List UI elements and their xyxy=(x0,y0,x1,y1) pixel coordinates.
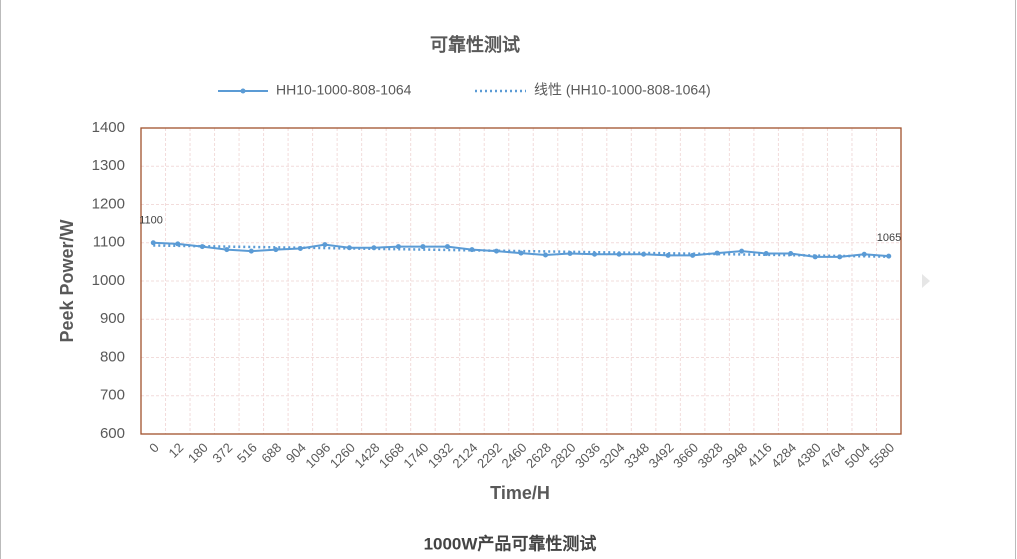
x-tick-label: 3948 xyxy=(719,440,750,471)
x-tick-label: 3828 xyxy=(695,440,726,471)
data-point xyxy=(812,254,818,260)
data-point xyxy=(665,252,671,258)
x-tick-label: 0 xyxy=(146,440,162,456)
data-point xyxy=(420,244,426,250)
data-point xyxy=(690,252,696,258)
chart-title: 可靠性测试 xyxy=(430,34,520,55)
data-point xyxy=(248,248,254,254)
data-point xyxy=(616,251,622,257)
y-tick-label: 1100 xyxy=(93,234,125,251)
y-tick-label: 600 xyxy=(100,425,125,442)
x-tick-label: 5004 xyxy=(842,440,873,471)
data-point xyxy=(592,251,598,257)
y-axis-label: Peek Power/W xyxy=(57,219,77,342)
x-tick-label: 1428 xyxy=(351,440,382,471)
y-tick-label: 1200 xyxy=(92,195,125,212)
data-point xyxy=(641,251,647,257)
legend-entry: HH10-1000-808-1064 xyxy=(276,82,412,98)
y-tick-label: 900 xyxy=(100,310,125,327)
x-tick-label: 688 xyxy=(258,440,284,466)
x-tick-label: 2124 xyxy=(449,440,480,471)
data-point xyxy=(763,250,769,256)
x-tick-label: 5580 xyxy=(866,440,897,471)
legend-marker xyxy=(240,88,246,94)
x-tick-label: 4764 xyxy=(817,440,848,471)
x-tick-label: 4116 xyxy=(744,440,774,470)
x-tick-label: 1740 xyxy=(400,440,431,471)
data-label: 1065 xyxy=(877,232,901,244)
data-point xyxy=(543,252,549,258)
data-point xyxy=(322,242,328,248)
data-point xyxy=(273,247,279,253)
x-tick-label: 180 xyxy=(185,440,211,466)
data-point xyxy=(297,245,303,251)
x-tick-label: 372 xyxy=(209,440,235,466)
x-tick-label: 2628 xyxy=(523,440,554,471)
data-point xyxy=(518,250,524,256)
x-tick-label: 3660 xyxy=(670,440,701,471)
data-point xyxy=(739,248,745,254)
x-tick-label: 1668 xyxy=(376,440,407,471)
data-point xyxy=(788,250,794,256)
y-tick-label: 1000 xyxy=(92,272,125,289)
y-tick-label: 1400 xyxy=(92,119,125,136)
data-point xyxy=(469,247,475,253)
data-point xyxy=(150,240,156,246)
data-point xyxy=(175,241,181,247)
data-point xyxy=(444,244,450,250)
x-tick-label: 3348 xyxy=(621,440,652,471)
plot-border xyxy=(140,127,902,435)
data-point xyxy=(714,250,720,256)
x-axis-label: Time/H xyxy=(490,483,550,503)
data-point xyxy=(861,251,867,257)
x-tick-label: 3036 xyxy=(572,440,603,471)
x-tick-label: 4380 xyxy=(793,440,824,471)
x-tick-label: 1096 xyxy=(302,440,333,471)
data-point xyxy=(224,247,230,253)
x-tick-label: 516 xyxy=(234,440,260,466)
next-arrow[interactable] xyxy=(922,274,930,288)
x-tick-label: 3492 xyxy=(646,440,677,471)
data-point xyxy=(395,244,401,250)
y-tick-label: 1300 xyxy=(92,157,125,174)
data-point xyxy=(493,248,499,254)
x-tick-label: 1260 xyxy=(327,440,358,471)
legend-entry: 线性 (HH10-1000-808-1064) xyxy=(534,82,711,98)
data-point xyxy=(837,254,843,260)
x-tick-label: 2292 xyxy=(474,440,505,471)
data-point xyxy=(886,253,892,259)
data-point xyxy=(371,245,377,251)
x-tick-label: 1932 xyxy=(425,440,456,471)
y-tick-label: 800 xyxy=(100,348,125,365)
x-tick-label: 2820 xyxy=(548,440,579,471)
data-point xyxy=(199,244,205,250)
x-tick-label: 3204 xyxy=(597,440,628,471)
data-label: 1100 xyxy=(139,215,163,227)
x-tick-label: 4284 xyxy=(768,440,799,471)
x-tick-label: 12 xyxy=(165,440,186,461)
x-tick-label: 2460 xyxy=(498,440,529,471)
caption: 1000W产品可靠性测试 xyxy=(424,533,597,553)
y-tick-label: 700 xyxy=(100,387,125,404)
data-point xyxy=(567,250,573,256)
data-point xyxy=(346,245,352,251)
